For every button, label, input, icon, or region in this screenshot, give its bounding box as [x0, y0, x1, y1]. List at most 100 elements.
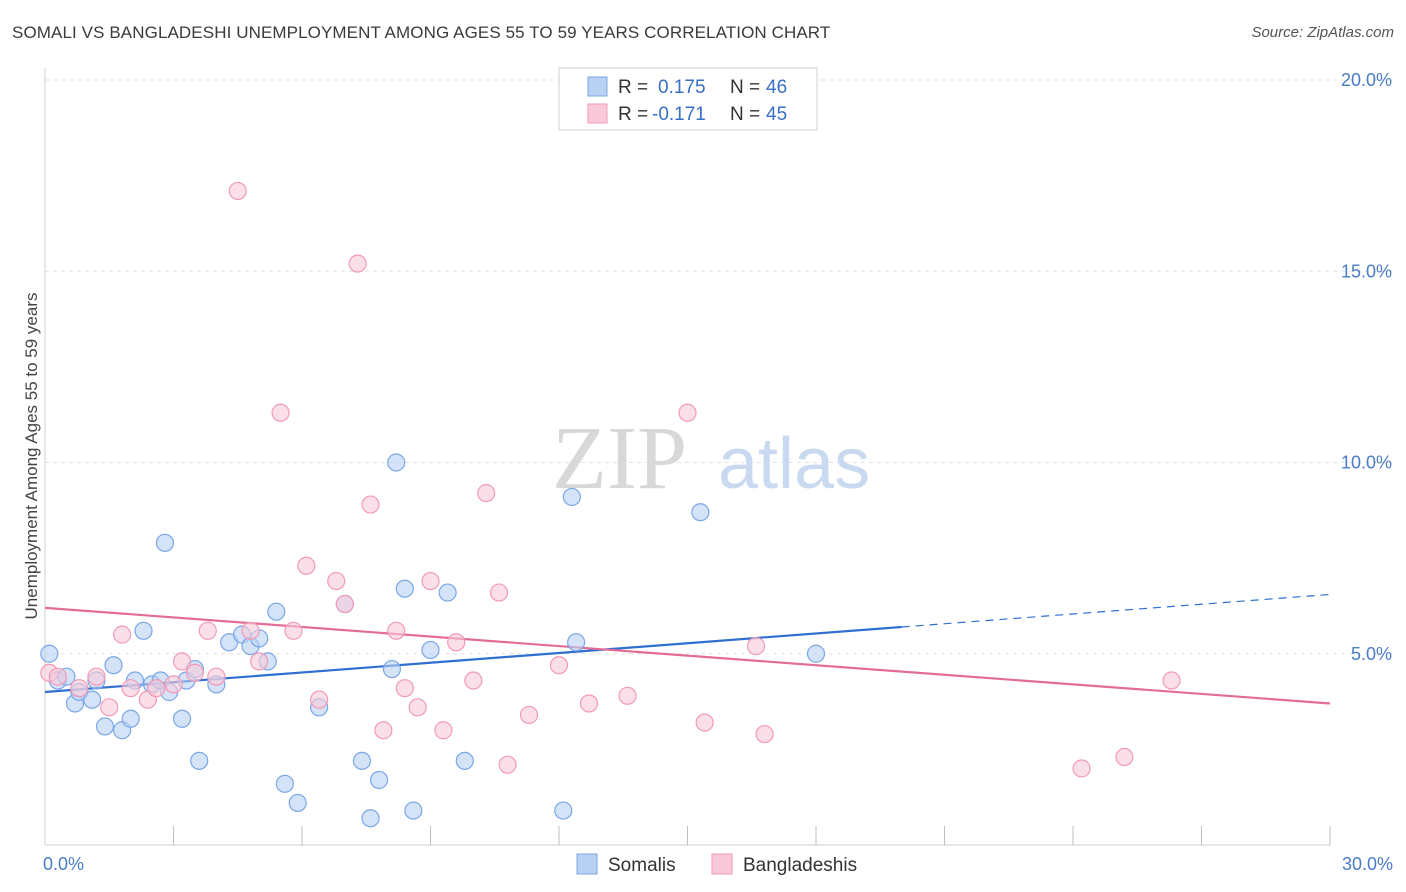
point-bangladeshis — [250, 652, 269, 671]
point-somalis — [190, 751, 209, 770]
point-bangladeshis — [172, 652, 192, 671]
legend-r-label: R = — [618, 77, 648, 98]
point-somalis — [455, 751, 474, 770]
legend-n-label: N = — [730, 77, 760, 98]
chart-title: SOMALI VS BANGLADESHI UNEMPLOYMENT AMONG… — [12, 23, 831, 42]
point-bangladeshis — [284, 621, 303, 640]
point-somalis — [275, 774, 294, 793]
point-somalis — [172, 709, 192, 728]
point-somalis — [438, 583, 457, 602]
point-somalis — [95, 717, 115, 736]
point-bangladeshis — [1115, 747, 1134, 767]
point-bangladeshis — [164, 675, 183, 694]
point-somalis — [404, 801, 423, 820]
trend-lines — [44, 593, 1331, 705]
point-bangladeshis — [185, 663, 205, 682]
point-somalis — [387, 453, 406, 472]
point-somalis — [155, 533, 175, 552]
trend-line-bangladeshis — [44, 606, 1331, 705]
legend-swatch-somalis — [587, 76, 608, 97]
y-tick-label: 15.0% — [1341, 261, 1392, 281]
point-bangladeshis — [519, 705, 539, 725]
point-bangladeshis — [421, 571, 440, 591]
bottom-legend-bangladeshis: Bangladeshis — [743, 855, 857, 876]
watermark: ZIP atlas — [552, 409, 870, 508]
point-bangladeshis — [498, 755, 517, 774]
y-tick-labels: 5.0% 10.0% 15.0% 20.0% — [1341, 70, 1392, 664]
point-bangladeshis — [374, 721, 393, 740]
legend-r-value: -0.171 — [652, 104, 706, 125]
point-bangladeshis — [327, 571, 346, 591]
point-bangladeshis — [297, 556, 316, 575]
point-bangladeshis — [241, 621, 260, 640]
y-tick-label: 5.0% — [1351, 644, 1392, 664]
legend-r-label: R = — [618, 104, 648, 125]
point-somalis — [370, 770, 389, 790]
point-bangladeshis — [228, 181, 247, 201]
point-bangladeshis — [618, 686, 637, 705]
point-somalis — [382, 659, 402, 679]
chart-source: Source: ZipAtlas.com — [1251, 24, 1394, 41]
point-somalis — [83, 690, 102, 709]
bottom-legend: Somalis Bangladeshis — [576, 853, 857, 876]
point-bangladeshis — [434, 721, 453, 740]
point-somalis — [395, 579, 414, 598]
point-bangladeshis — [678, 403, 697, 422]
legend-n-value: 46 — [766, 77, 787, 98]
point-bangladeshis — [348, 254, 367, 273]
axes — [44, 68, 1331, 846]
point-somalis — [352, 751, 372, 770]
point-bangladeshis — [121, 679, 140, 698]
point-somalis — [121, 709, 140, 728]
bottom-legend-swatch-bangladeshis — [711, 853, 733, 875]
point-bangladeshis — [755, 724, 774, 744]
point-bangladeshis — [112, 625, 132, 644]
x-tick-labels: 0.0% 30.0% — [43, 854, 1393, 874]
point-bangladeshis — [1072, 759, 1091, 778]
point-bangladeshis — [335, 594, 354, 614]
point-bangladeshis — [579, 694, 599, 713]
point-bangladeshis — [695, 713, 714, 732]
point-somalis — [691, 503, 710, 522]
bottom-legend-swatch-somalis — [576, 853, 598, 875]
point-bangladeshis — [100, 698, 119, 717]
watermark-atlas: atlas — [718, 424, 870, 504]
point-bangladeshis — [387, 621, 406, 640]
legend: R = 0.175 N = 46 R = -0.171 N = 45 — [558, 67, 818, 131]
legend-swatch-bangladeshis — [587, 103, 608, 124]
y-tick-label: 20.0% — [1341, 70, 1392, 90]
y-tick-label: 10.0% — [1341, 453, 1392, 473]
legend-n-value: 45 — [766, 104, 787, 125]
point-bangladeshis — [477, 484, 496, 503]
legend-r-value: 0.175 — [658, 77, 706, 98]
point-bangladeshis — [408, 698, 427, 717]
point-bangladeshis — [549, 656, 569, 675]
point-bangladeshis — [48, 667, 67, 686]
point-bangladeshis — [447, 633, 466, 652]
legend-n-label: N = — [730, 104, 760, 125]
point-bangladeshis — [198, 621, 217, 640]
point-bangladeshis — [395, 679, 414, 698]
x-tick-label-min: 0.0% — [43, 854, 84, 874]
data-points — [40, 181, 1181, 828]
point-somalis — [554, 801, 573, 820]
x-tick-label-max: 30.0% — [1342, 854, 1393, 874]
point-bangladeshis — [271, 403, 290, 422]
point-bangladeshis — [310, 690, 329, 709]
point-bangladeshis — [1162, 671, 1181, 690]
bottom-legend-somalis: Somalis — [608, 855, 676, 876]
point-somalis — [567, 633, 586, 652]
point-somalis — [806, 644, 826, 663]
trend-line-somalis-extension — [901, 593, 1331, 628]
point-somalis — [104, 656, 123, 675]
point-somalis — [288, 793, 307, 813]
point-bangladeshis — [746, 636, 766, 656]
point-bangladeshis — [70, 679, 89, 698]
grid-lines — [45, 79, 1392, 655]
point-somalis — [562, 487, 581, 507]
point-somalis — [40, 644, 59, 663]
point-bangladeshis — [87, 667, 106, 686]
y-axis-title: Unemployment Among Ages 55 to 59 years — [22, 293, 41, 620]
point-somalis — [267, 602, 286, 621]
